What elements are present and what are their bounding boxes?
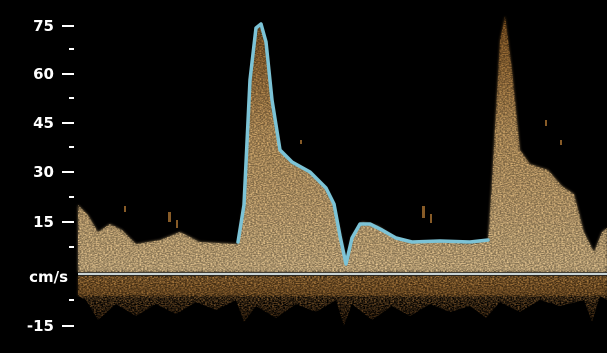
peak-velocity-envelope-trace [236, 22, 490, 266]
velocity-scale: 75 60 45 30 15 cm/s -15 [27, 17, 74, 335]
spectrum-below-baseline [78, 276, 607, 326]
tick-label-60: 60 [33, 65, 54, 83]
tick-label-15: 15 [33, 213, 54, 231]
reverse-flow-soft [78, 276, 607, 296]
spectrum-above-baseline [78, 16, 607, 272]
tick-label-30: 30 [33, 163, 54, 181]
spectrum-fill-grain [78, 16, 607, 272]
speckle-noise [124, 120, 562, 228]
tick-label-75: 75 [33, 17, 54, 35]
tick-label-45: 45 [33, 114, 54, 132]
velocity-unit-label: cm/s [29, 268, 68, 286]
tick-label-minus-15: -15 [27, 317, 54, 335]
